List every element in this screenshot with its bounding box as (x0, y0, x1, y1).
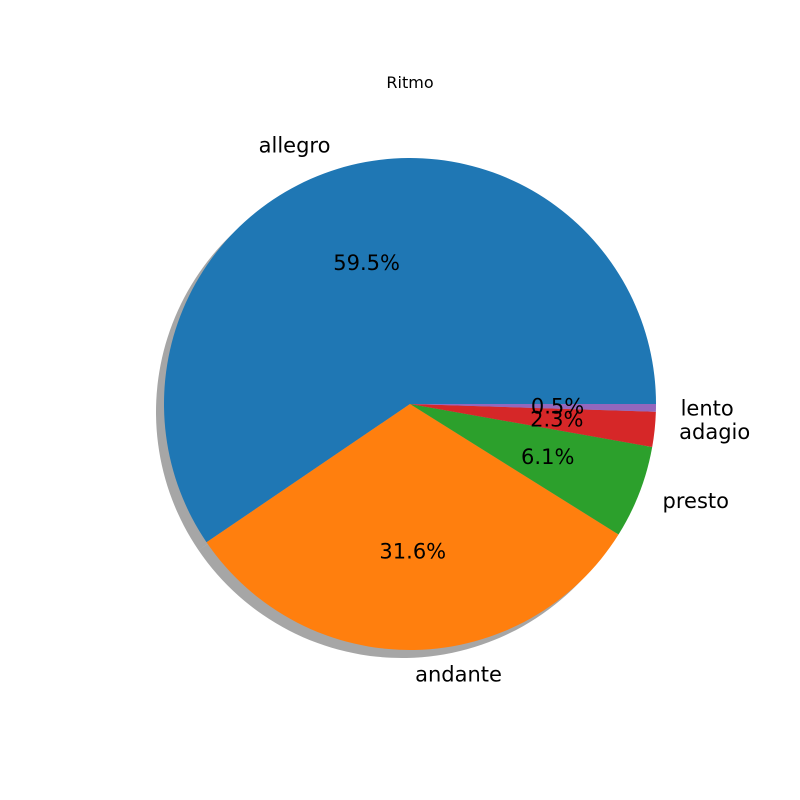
slice-label-allegro: allegro (259, 133, 331, 157)
slice-pct-lento: 0.5% (531, 394, 584, 418)
slice-adagio (410, 404, 656, 448)
chart-title: Ritmo (386, 73, 433, 92)
slice-allegro (164, 158, 656, 543)
slice-presto (410, 404, 653, 535)
pie-slices (164, 158, 656, 650)
slice-pct-presto: 6.1% (521, 445, 574, 469)
slice-label-andante: andante (415, 663, 502, 687)
slice-label-adagio: adagio (679, 420, 750, 444)
slice-pct-andante: 31.6% (379, 540, 446, 564)
slice-label-presto: presto (663, 489, 729, 513)
pie-labels: allegro 59.5% andante 31.6% presto 6.1% adagio… (259, 133, 751, 686)
slice-pct-adagio: 2.3% (530, 407, 583, 431)
slice-lento (410, 404, 656, 412)
slice-andante (206, 404, 619, 650)
slice-label-lento: lento (681, 396, 734, 420)
slice-pct-allegro: 59.5% (333, 251, 400, 275)
